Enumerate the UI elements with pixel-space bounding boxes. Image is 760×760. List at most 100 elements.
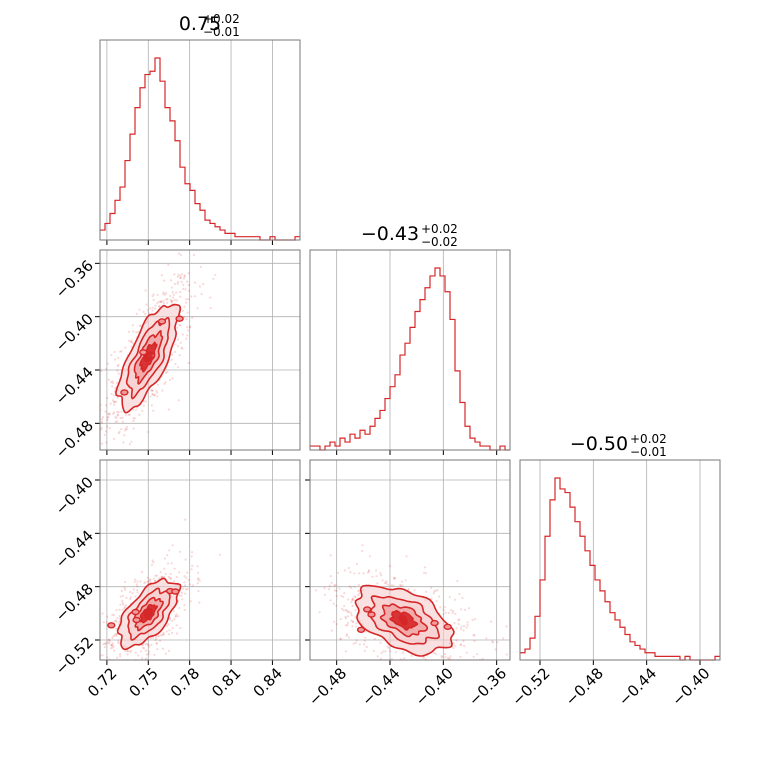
scatter-point xyxy=(177,615,180,618)
scatter-point xyxy=(176,326,179,329)
scatter-point xyxy=(386,583,389,586)
scatter-point xyxy=(169,577,172,580)
scatter-point xyxy=(148,312,151,315)
contour-island xyxy=(171,588,180,595)
scatter-point xyxy=(218,553,221,556)
scatter-point xyxy=(212,277,215,280)
scatter-point xyxy=(131,667,133,669)
scatter-point xyxy=(111,399,115,402)
scatter-point xyxy=(462,624,466,628)
scatter-point xyxy=(108,412,111,415)
scatter-point xyxy=(105,621,108,624)
scatter-point xyxy=(97,659,99,661)
scatter-point xyxy=(96,622,98,624)
scatter-point xyxy=(157,300,160,303)
scatter-point xyxy=(408,673,410,675)
scatter-point xyxy=(158,634,161,637)
scatter-point xyxy=(121,594,125,598)
scatter-point xyxy=(175,632,178,635)
scatter-point xyxy=(75,704,77,706)
scatter-point xyxy=(149,578,152,581)
scatter-point xyxy=(160,274,163,277)
scatter-point xyxy=(163,279,166,282)
scatter-point xyxy=(116,369,119,372)
scatter-point xyxy=(463,645,466,648)
y-tick-label: −0.44 xyxy=(52,527,97,572)
scatter-point xyxy=(430,597,433,600)
scatter-point xyxy=(435,599,438,603)
scatter-point xyxy=(155,574,158,577)
scatter-point xyxy=(440,655,443,658)
scatter-point xyxy=(466,664,468,666)
panel-border xyxy=(309,459,511,661)
scatter-point xyxy=(131,592,134,595)
scatter-point xyxy=(401,584,404,587)
scatter-point xyxy=(129,596,132,599)
scatter-point xyxy=(465,626,468,629)
scatter-point xyxy=(388,565,391,568)
scatter-point xyxy=(95,627,97,629)
scatter-point xyxy=(353,572,356,575)
scatter-point xyxy=(191,584,194,587)
scatter-point xyxy=(432,667,434,669)
scatter-point xyxy=(132,588,135,591)
scatter-point xyxy=(190,295,193,298)
scatter-point xyxy=(318,611,321,614)
scatter-point xyxy=(466,677,468,679)
histogram-step xyxy=(520,477,720,661)
scatter-point xyxy=(172,293,175,296)
scatter-point xyxy=(106,425,109,428)
scatter-point xyxy=(150,404,153,407)
scatter-point xyxy=(193,281,197,284)
scatter-point xyxy=(337,571,340,574)
panel-content xyxy=(75,518,221,706)
scatter-point xyxy=(180,594,183,597)
scatter-point xyxy=(181,598,184,601)
scatter-point xyxy=(170,562,173,565)
scatter-point xyxy=(191,316,194,319)
scatter-point xyxy=(342,609,345,612)
scatter-point xyxy=(151,306,154,309)
scatter-point xyxy=(144,312,147,316)
scatter-point xyxy=(158,639,162,642)
scatter-point xyxy=(107,412,110,415)
scatter-point xyxy=(156,383,160,386)
scatter-point xyxy=(355,639,358,642)
scatter-point xyxy=(115,608,118,612)
scatter-point xyxy=(162,299,165,302)
scatter-point xyxy=(335,594,338,598)
scatter-point xyxy=(182,287,185,290)
scatter-point xyxy=(95,629,97,631)
scatter-point xyxy=(144,643,147,646)
scatter-point xyxy=(151,389,154,392)
scatter-point xyxy=(152,561,155,564)
y-tick-label: −0.40 xyxy=(52,473,97,518)
scatter-point xyxy=(93,654,95,656)
scatter-point xyxy=(379,572,382,575)
scatter-point xyxy=(184,288,187,291)
scatter-point xyxy=(170,300,173,303)
scatter-point xyxy=(173,282,176,285)
contour-island xyxy=(107,622,116,629)
y-tick-label: −0.36 xyxy=(52,257,97,302)
scatter-point xyxy=(155,391,159,394)
scatter-point xyxy=(97,431,99,433)
scatter-point xyxy=(342,595,345,598)
scatter-point xyxy=(137,330,140,333)
scatter-point xyxy=(364,636,367,639)
scatter-point xyxy=(166,301,169,304)
scatter-point xyxy=(433,651,436,655)
scatter-point xyxy=(129,597,132,601)
scatter-point xyxy=(171,353,174,356)
scatter-point xyxy=(423,571,426,574)
scatter-point xyxy=(347,566,350,570)
histogram-step xyxy=(100,57,300,241)
scatter-point xyxy=(183,608,186,612)
scatter-point xyxy=(390,657,393,660)
scatter-point xyxy=(149,581,152,584)
scatter-point xyxy=(175,624,178,627)
scatter-point xyxy=(100,428,103,431)
scatter-point xyxy=(127,330,130,333)
scatter-point xyxy=(197,577,200,580)
scatter-point xyxy=(346,615,350,618)
